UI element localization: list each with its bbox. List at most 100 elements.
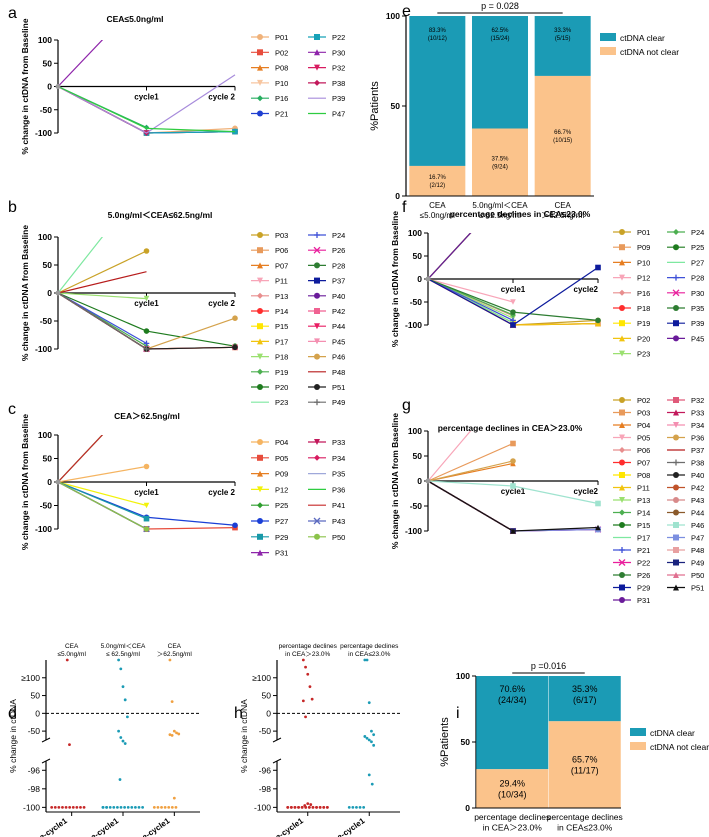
legend-marker: [314, 34, 320, 40]
legend-marker: [257, 368, 263, 375]
data-point-P39: [595, 264, 601, 271]
legend-marker: [313, 246, 321, 254]
group-header: percentage declines: [340, 643, 399, 650]
legend-item-P38: P38: [667, 459, 704, 468]
series-line-P41: [58, 435, 104, 483]
data-point-P20-shape: [143, 328, 150, 334]
y-tick-label: 50: [43, 58, 53, 68]
series-line-P45: [428, 233, 472, 280]
legend-marker: [314, 232, 320, 238]
data-label: 66.7%: [554, 130, 572, 136]
axis-break: [272, 758, 282, 764]
legend-label: P34: [691, 421, 704, 430]
legend-marker-shape: [619, 584, 625, 591]
legend-marker-shape: [257, 338, 263, 345]
scatter-point: [118, 778, 122, 781]
scatter-point: [123, 742, 127, 745]
legend-marker: [673, 305, 679, 311]
data-point-P29-shape: [143, 515, 150, 522]
legend-item-P51: P51: [308, 383, 345, 392]
legend-marker-shape: [257, 79, 263, 86]
data-label: (10/34): [498, 790, 527, 800]
legend-label: P14: [637, 509, 650, 518]
legend-label: P03: [275, 231, 288, 240]
legend-label: P05: [275, 454, 288, 463]
legend-marker-shape: [314, 439, 320, 445]
panel-label-h: h: [234, 705, 243, 722]
legend-marker: [257, 470, 263, 477]
legend-label: P05: [637, 434, 650, 443]
legend-label: P50: [332, 533, 345, 542]
legend-item-P47: P47: [667, 534, 704, 543]
x-tick-label: in CEA＞23.0%: [483, 823, 542, 833]
legend-label: P36: [332, 485, 345, 494]
legend-marker-shape: [257, 64, 263, 71]
series-line-P12: [428, 278, 514, 303]
legend-marker-shape: [257, 533, 263, 540]
legend-marker-shape: [619, 572, 625, 578]
legend-label: P48: [691, 546, 704, 555]
scatter-point: [358, 805, 362, 809]
legend-item-P19: P19: [251, 368, 288, 377]
scatter-point: [363, 735, 367, 738]
panel-label-g: g: [402, 397, 411, 414]
legend-marker-shape: [619, 422, 625, 428]
scatter-point: [163, 805, 167, 809]
legend-label: P45: [691, 334, 704, 343]
legend-swatch: [630, 728, 646, 736]
legend-label: P21: [275, 110, 288, 119]
scatter-point: [322, 805, 326, 809]
legend-label: P45: [332, 337, 345, 346]
legend-marker: [257, 34, 263, 40]
chart-title-g: percentage declines in CEA＞23.0%: [438, 423, 583, 433]
scatter-point: [170, 700, 174, 703]
scatter-point: [365, 658, 369, 662]
legend-item-P42: P42: [667, 484, 704, 493]
legend-item-P11: P11: [251, 277, 288, 286]
x-tick-label: ＞62.5ng/ml: [541, 211, 584, 220]
data-point-P35: [510, 309, 516, 315]
y-tick-label: -50: [410, 297, 423, 307]
legend-label: P44: [332, 322, 345, 331]
legend-marker: [673, 409, 679, 416]
legend-item-P05: P05: [251, 454, 288, 463]
legend-marker-shape: [673, 434, 679, 441]
legend-marker-b: [313, 246, 321, 254]
data-label: (9/24): [492, 164, 508, 170]
panel-label-f: f: [402, 199, 407, 216]
legend-item-P34: P34: [667, 421, 704, 430]
legend-item-P02: P02: [613, 396, 650, 405]
scatter-point: [79, 805, 82, 809]
legend-label: P40: [332, 292, 345, 301]
data-point-P25-shape: [144, 385, 150, 391]
legend-marker: [673, 572, 679, 578]
legend-marker: [619, 447, 625, 453]
scatter-point: [160, 805, 163, 809]
scatter-point: [119, 736, 123, 739]
legend-label: P30: [332, 48, 345, 57]
data-label: (5/15): [555, 36, 571, 42]
data-label: (11/17): [571, 766, 599, 776]
data-point-P18: [143, 295, 150, 302]
x-tick-label: cycle 2: [208, 488, 235, 497]
legend-marker: [257, 502, 263, 509]
scatter-point: [123, 805, 126, 809]
data-label: (2/12): [429, 183, 445, 189]
scatter-point: [172, 796, 176, 800]
series-line-P03: [58, 250, 147, 294]
scatter-point: [310, 697, 314, 701]
legend-marker-shape: [314, 49, 320, 56]
legend-item-P17: P17: [613, 534, 650, 543]
p-value: p =0.016: [531, 661, 566, 671]
legend-marker: [673, 534, 679, 541]
legend-item-P50: P50: [308, 533, 345, 542]
legend-item-P12: P12: [251, 485, 288, 494]
legend-marker-shape: [257, 549, 263, 556]
legend-label: P10: [637, 258, 650, 267]
legend-marker-shape: [314, 292, 320, 299]
scatter-point: [105, 805, 108, 809]
group-header: ＞62.5ng/ml: [157, 651, 193, 658]
scatter-point: [304, 665, 307, 669]
scatter-point: [300, 805, 304, 809]
